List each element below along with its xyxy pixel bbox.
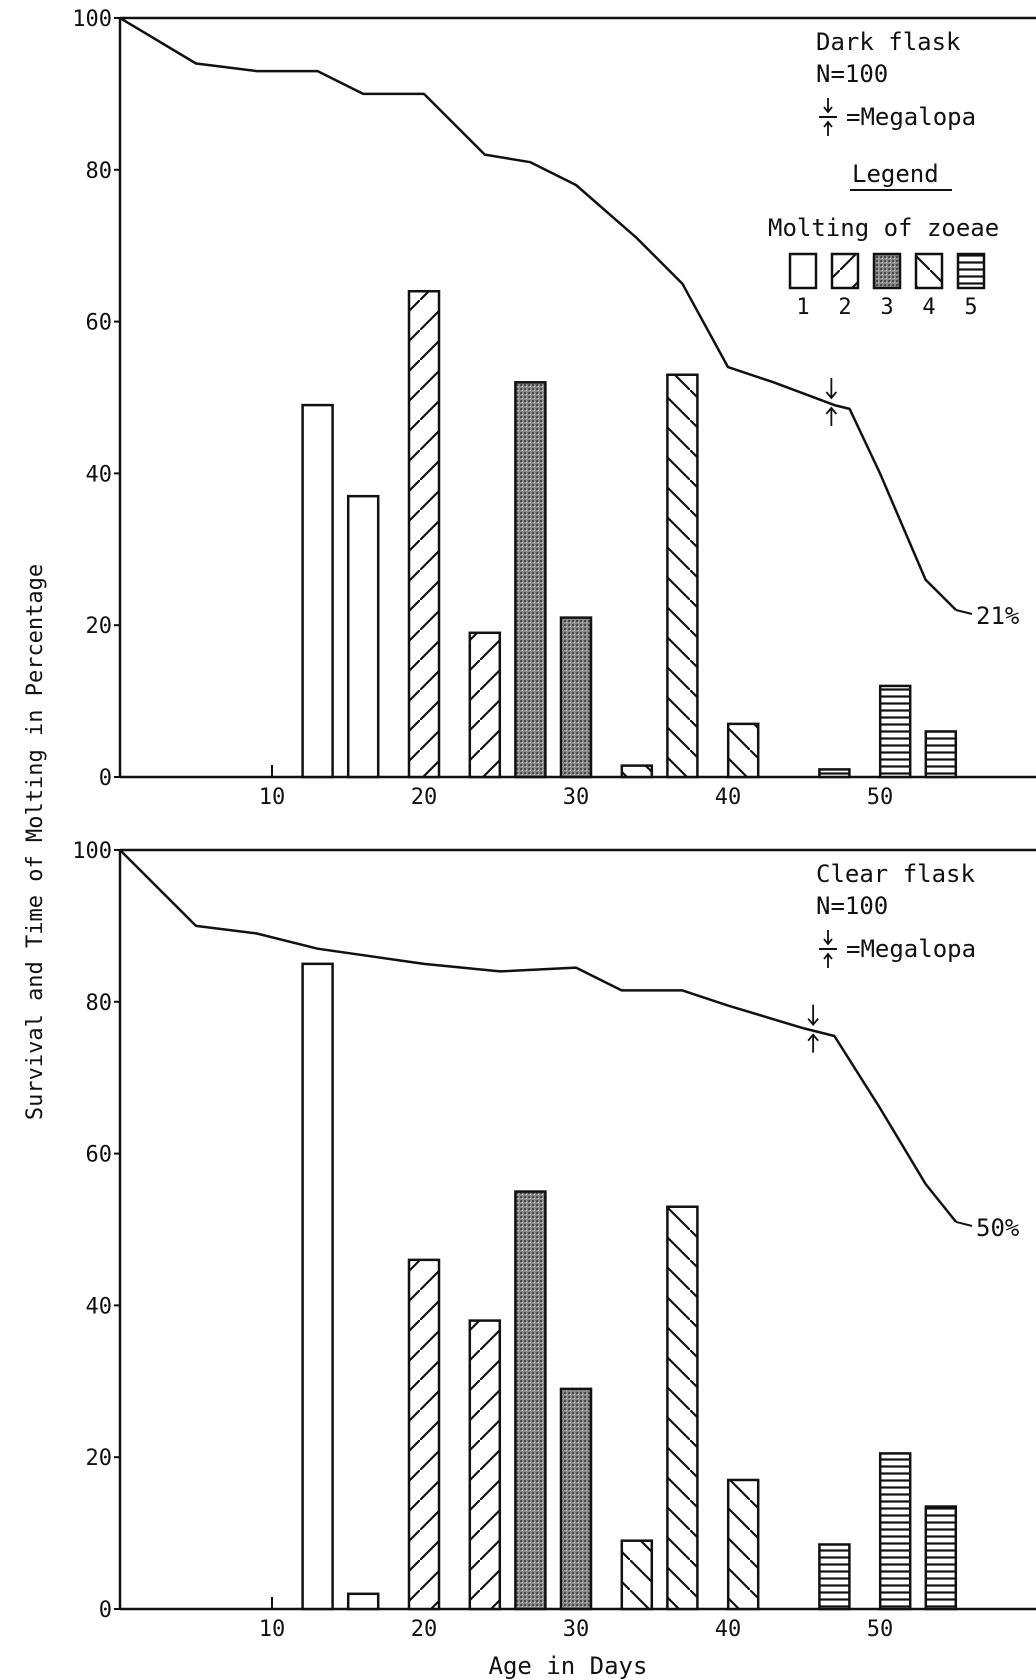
bar-zoea-1 xyxy=(346,1592,380,1611)
x-tick-label: 50 xyxy=(867,1617,894,1642)
bar-zoea-4 xyxy=(726,722,760,779)
bar-zoea-4 xyxy=(620,1539,654,1611)
megalopa-key-down-icon xyxy=(823,98,833,114)
legend-heading: Legend xyxy=(852,160,939,188)
bar-zoea-3 xyxy=(514,1190,547,1611)
bar-zoea-2 xyxy=(468,1319,502,1611)
bar-zoea-5 xyxy=(818,1543,851,1611)
x-tick-label: 30 xyxy=(563,785,590,810)
megalopa-key-up-icon xyxy=(823,120,833,136)
survival-line xyxy=(119,16,957,611)
megalopa-arrow-up-icon xyxy=(807,1033,819,1053)
bar-zoea-3 xyxy=(559,1387,593,1611)
legend-swatch-zoea-1 xyxy=(788,252,818,290)
y-tick-label: 100 xyxy=(72,839,112,864)
bar-zoea-1 xyxy=(301,962,334,1611)
bar-zoea-5 xyxy=(924,730,958,779)
bar-zoea-5 xyxy=(878,684,912,779)
y-tick-label: 20 xyxy=(86,1446,113,1471)
megalopa-arrow-up-icon xyxy=(825,406,838,426)
legend-entry-label: 1 xyxy=(796,295,809,320)
x-tick-label: 10 xyxy=(259,1617,286,1642)
megalopa-key-up-icon xyxy=(823,952,833,968)
end-label-leader xyxy=(955,609,973,615)
y-tick-label: 20 xyxy=(86,614,113,639)
y-tick-label: 60 xyxy=(86,311,113,336)
survival-end-label: 21% xyxy=(976,602,1020,630)
y-tick-label: 60 xyxy=(86,1143,113,1168)
megalopa-arrow-down-icon xyxy=(807,1004,819,1027)
y-tick-label: 100 xyxy=(72,7,112,32)
megalopa-key-down-icon xyxy=(823,930,833,946)
legend-entry-label: 2 xyxy=(838,295,851,320)
x-axis-label: Age in Days xyxy=(489,1652,648,1680)
y-tick-label: 80 xyxy=(86,159,113,184)
x-tick-label: 40 xyxy=(715,1617,742,1642)
survival-end-label: 50% xyxy=(976,1214,1020,1242)
legend-swatch-zoea-5 xyxy=(956,252,986,290)
x-tick-label: 20 xyxy=(411,785,438,810)
y-tick-label: 40 xyxy=(86,1294,113,1319)
bar-zoea-4 xyxy=(726,1478,760,1611)
y-tick-label: 80 xyxy=(86,991,113,1016)
flask-title: Dark flask xyxy=(816,28,961,56)
x-tick-label: 20 xyxy=(411,1617,438,1642)
legend-title: Molting of zoeae xyxy=(768,214,999,242)
legend-entry-label: 3 xyxy=(880,295,893,320)
y-axis-label: Survival and Time of Molting in Percenta… xyxy=(23,564,48,1120)
bar-zoea-3 xyxy=(514,381,547,779)
megalopa-key-label: =Megalopa xyxy=(846,103,976,131)
sample-size-label: N=100 xyxy=(816,60,888,88)
x-tick-label: 30 xyxy=(563,1617,590,1642)
legend-swatch-zoea-3 xyxy=(872,252,902,290)
bar-zoea-2 xyxy=(407,1258,441,1611)
x-tick-label: 50 xyxy=(867,785,894,810)
bar-zoea-1 xyxy=(346,494,380,779)
survival-line xyxy=(119,849,957,1223)
megalopa-arrow-down-icon xyxy=(825,377,838,400)
x-tick-label: 10 xyxy=(259,785,286,810)
bar-zoea-3 xyxy=(559,616,593,779)
bar-zoea-5 xyxy=(924,1505,958,1611)
sample-size-label: N=100 xyxy=(816,892,888,920)
flask-title: Clear flask xyxy=(816,860,975,888)
legend-swatch-zoea-4 xyxy=(914,252,944,290)
bar-zoea-2 xyxy=(407,289,441,779)
legend-entry-label: 4 xyxy=(922,295,935,320)
legend-swatch-zoea-2 xyxy=(830,252,860,290)
y-tick-label: 0 xyxy=(99,766,112,791)
x-tick-label: 40 xyxy=(715,785,742,810)
bar-zoea-5 xyxy=(878,1452,912,1611)
bar-zoea-4 xyxy=(620,764,654,779)
bar-zoea-4 xyxy=(666,1205,699,1611)
y-tick-label: 0 xyxy=(99,1598,112,1623)
y-tick-label: 40 xyxy=(86,462,113,487)
bar-zoea-4 xyxy=(666,373,699,779)
legend-entry-label: 5 xyxy=(964,295,977,320)
bar-zoea-1 xyxy=(301,403,334,779)
bar-zoea-5 xyxy=(818,768,851,779)
dark-flask-panel: 0 20 40 60 80 100 10 20 30 40 50 21% Dark flask N=100… xyxy=(72,7,1036,810)
clear-flask-panel: 0 20 40 60 80 100 10 20 30 40 50 50% Clear flask N=10… xyxy=(72,839,1036,1642)
bar-zoea-2 xyxy=(468,631,502,779)
end-label-leader xyxy=(955,1220,973,1227)
megalopa-key-label: =Megalopa xyxy=(846,935,976,963)
